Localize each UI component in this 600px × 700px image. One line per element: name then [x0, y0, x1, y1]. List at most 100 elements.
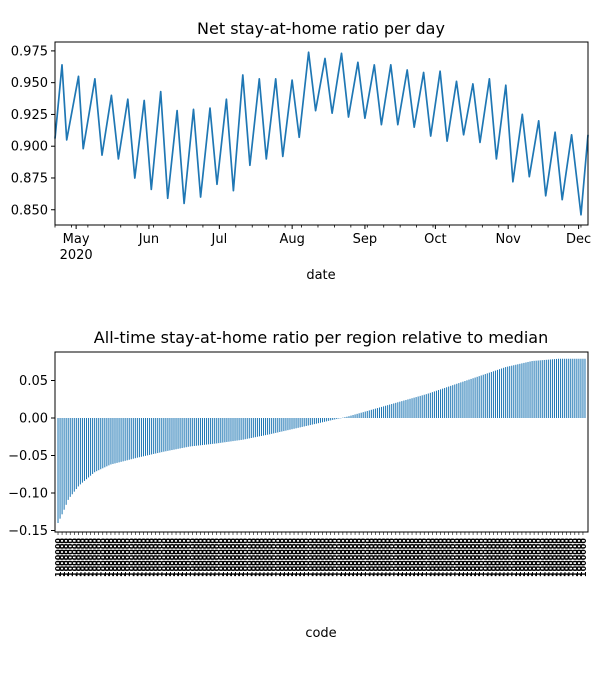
bar — [220, 418, 222, 443]
bar — [454, 384, 456, 418]
bar — [88, 418, 90, 478]
bar — [401, 401, 403, 418]
category-label: 1000000 — [164, 538, 173, 577]
bar — [543, 359, 545, 418]
bar — [397, 402, 399, 418]
y-tick-label: −0.05 — [8, 449, 48, 464]
category-label: 1000000 — [441, 538, 450, 577]
y-tick-label: 0.00 — [19, 412, 48, 427]
bar — [440, 389, 442, 418]
category-label: 1000000 — [510, 538, 519, 577]
bar — [558, 358, 560, 418]
bar — [307, 418, 309, 426]
category-label: 1000000 — [209, 538, 218, 577]
bar — [356, 413, 358, 418]
bar — [112, 418, 114, 464]
bar — [195, 418, 197, 446]
bar — [267, 418, 269, 435]
bar — [181, 418, 183, 449]
bar — [246, 418, 248, 439]
bar — [372, 409, 374, 418]
line-chart-xlabel: date — [306, 268, 335, 283]
bar — [92, 418, 94, 474]
category-label: 1000000 — [172, 538, 181, 577]
category-label: 1000000 — [168, 538, 177, 577]
category-label: 1000000 — [465, 538, 474, 577]
bar — [370, 409, 372, 418]
bar — [98, 418, 100, 471]
bar — [494, 370, 496, 418]
bar — [376, 408, 378, 418]
bar — [102, 418, 104, 469]
bar — [322, 418, 324, 423]
category-label: 1000000 — [294, 538, 303, 577]
category-label: 1000000 — [127, 538, 136, 577]
bar-chart: All-time stay-at-home ratio per region r… — [8, 328, 589, 641]
bar — [83, 418, 85, 481]
bar — [429, 392, 431, 418]
category-label: 1000000 — [201, 538, 210, 577]
bar — [328, 418, 330, 421]
bar — [163, 418, 165, 452]
bar — [480, 375, 482, 418]
category-label: 1000000 — [99, 538, 108, 577]
bar — [201, 418, 203, 446]
bar — [374, 408, 376, 418]
bar — [122, 418, 124, 462]
category-label: 1000000 — [514, 538, 523, 577]
category-label: 1000000 — [87, 538, 96, 577]
category-label: 1000000 — [290, 538, 299, 577]
bar — [142, 418, 144, 457]
bar — [305, 418, 307, 426]
category-label: 1000000 — [502, 538, 511, 577]
bar — [334, 418, 336, 420]
bar — [291, 418, 293, 430]
bar — [411, 398, 413, 418]
bar — [283, 418, 285, 432]
bar — [228, 418, 230, 442]
bar — [537, 360, 539, 418]
bar — [299, 418, 301, 428]
category-label: 1000000 — [355, 538, 364, 577]
category-label: 1000000 — [376, 538, 385, 577]
category-label: 1000000 — [420, 538, 429, 577]
y-tick-label: 0.05 — [19, 374, 48, 389]
category-label: 1000000 — [160, 538, 169, 577]
bar — [433, 391, 435, 418]
category-label: 1000000 — [314, 538, 323, 577]
bar — [73, 418, 75, 492]
bar — [187, 418, 189, 447]
bar — [240, 418, 242, 440]
bar — [580, 358, 582, 418]
bar — [521, 363, 523, 418]
category-label: 1000000 — [404, 538, 413, 577]
x-tick-label: Sep — [353, 232, 378, 247]
category-label: 1000000 — [327, 538, 336, 577]
bar — [338, 418, 340, 419]
y-tick-label: 0.925 — [11, 108, 48, 123]
bar — [555, 358, 558, 418]
bar — [136, 418, 138, 458]
category-label: 1000000 — [579, 538, 588, 577]
bar — [476, 376, 478, 418]
category-label: 1000000 — [555, 538, 564, 577]
bar — [358, 413, 360, 418]
bar — [128, 418, 130, 460]
category-label: 1000000 — [233, 538, 242, 577]
category-label: 1000000 — [229, 538, 238, 577]
bar — [309, 418, 311, 426]
bar — [116, 418, 118, 463]
bar — [234, 418, 236, 441]
category-label: 1000000 — [457, 538, 466, 577]
category-label: 1000000 — [437, 538, 446, 577]
category-label: 1000000 — [461, 538, 470, 577]
bar — [226, 418, 228, 442]
bar — [568, 358, 570, 418]
bar — [212, 418, 214, 444]
bar — [191, 418, 193, 447]
line-chart-title: Net stay-at-home ratio per day — [197, 19, 445, 38]
category-label: 1000000 — [408, 538, 417, 577]
bar — [250, 418, 252, 438]
bar — [315, 418, 317, 424]
bar — [564, 358, 566, 418]
